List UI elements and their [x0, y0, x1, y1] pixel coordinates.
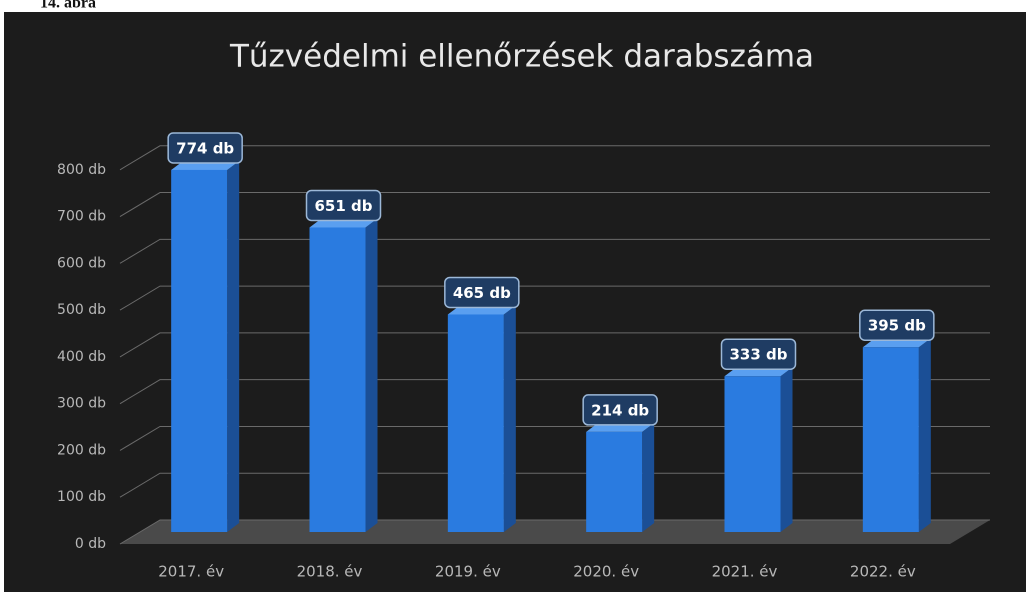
data-label: 465 db [453, 284, 511, 302]
x-tick-label: 2021. év [712, 563, 778, 581]
data-label-box [859, 309, 935, 341]
x-tick-label: 2022. év [850, 563, 916, 581]
data-label-box [720, 338, 797, 370]
grid-line [119, 425, 990, 451]
y-tick-label: 100 db [57, 489, 106, 505]
bar [586, 431, 643, 532]
grid-line [119, 285, 990, 311]
x-tick-label: 2020. év [573, 563, 639, 581]
grid-line [119, 472, 990, 498]
data-label: 214 db [591, 401, 649, 419]
y-tick-label: 700 db [57, 209, 106, 225]
data-label: 774 db [176, 139, 234, 157]
chart-title: Tűzvédelmi ellenőrzések darabszáma [229, 39, 814, 75]
floor [120, 520, 990, 544]
x-tick-label: 2018. év [297, 563, 363, 581]
grid-line [119, 145, 990, 171]
bar-side [642, 422, 655, 532]
x-tick-label: 2019. év [435, 563, 501, 581]
caption: 14. ábra [40, 0, 96, 12]
x-tick-label: 2017. év [158, 563, 224, 581]
grid-line [119, 332, 990, 358]
bar [447, 314, 504, 532]
grid-line [119, 379, 990, 405]
bar-side [503, 305, 516, 532]
y-tick-label: 800 db [57, 162, 106, 178]
bar-side [365, 218, 378, 532]
data-label: 333 db [729, 346, 787, 364]
data-label: 651 db [314, 197, 372, 215]
bar [171, 169, 228, 532]
grid-line [119, 238, 990, 264]
bar-side [227, 160, 240, 532]
y-tick-label: 0 db [75, 536, 106, 552]
data-label-box [444, 276, 520, 309]
y-tick-label: 400 db [57, 349, 106, 365]
bar [309, 227, 366, 532]
data-label-box [167, 132, 243, 164]
data-label-box [305, 189, 382, 222]
bar [724, 376, 781, 532]
y-tick-label: 300 db [57, 396, 106, 412]
data-label: 395 db [868, 317, 926, 335]
y-tick-label: 500 db [57, 302, 106, 318]
bar-side [918, 338, 931, 532]
y-tick-label: 600 db [57, 255, 106, 271]
bar-side [780, 367, 793, 532]
grid-line [119, 519, 990, 545]
bar [862, 347, 919, 532]
y-tick-label: 200 db [57, 442, 106, 458]
grid-line [119, 192, 990, 217]
data-label-box [582, 394, 658, 426]
